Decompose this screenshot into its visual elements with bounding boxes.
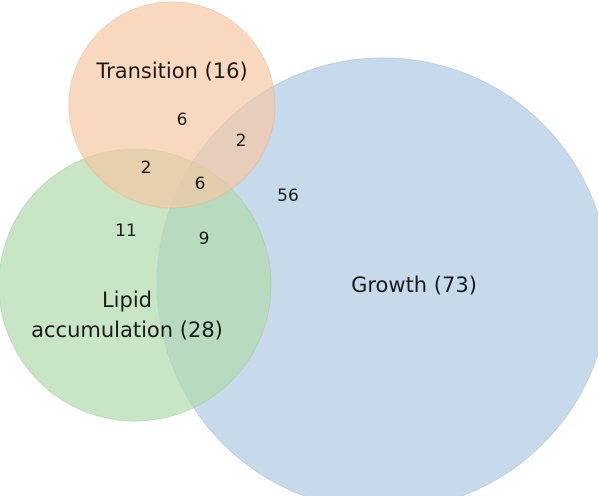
count-growth-only: 56	[277, 186, 299, 206]
count-all-three: 6	[195, 174, 206, 194]
count-lipid-growth: 9	[199, 229, 210, 249]
count-transition-growth: 2	[236, 131, 247, 151]
count-lipid-only: 11	[115, 221, 137, 241]
transition-set-label: Transition (16)	[95, 59, 247, 83]
lipid-set-label-line2: accumulation (28)	[31, 318, 223, 342]
transition-circle	[68, 1, 276, 209]
count-transition-lipid: 2	[141, 158, 152, 178]
growth-set-label: Growth (73)	[351, 273, 477, 297]
lipid-set-label-line1: Lipid	[102, 288, 152, 312]
count-transition-only: 6	[177, 110, 188, 130]
